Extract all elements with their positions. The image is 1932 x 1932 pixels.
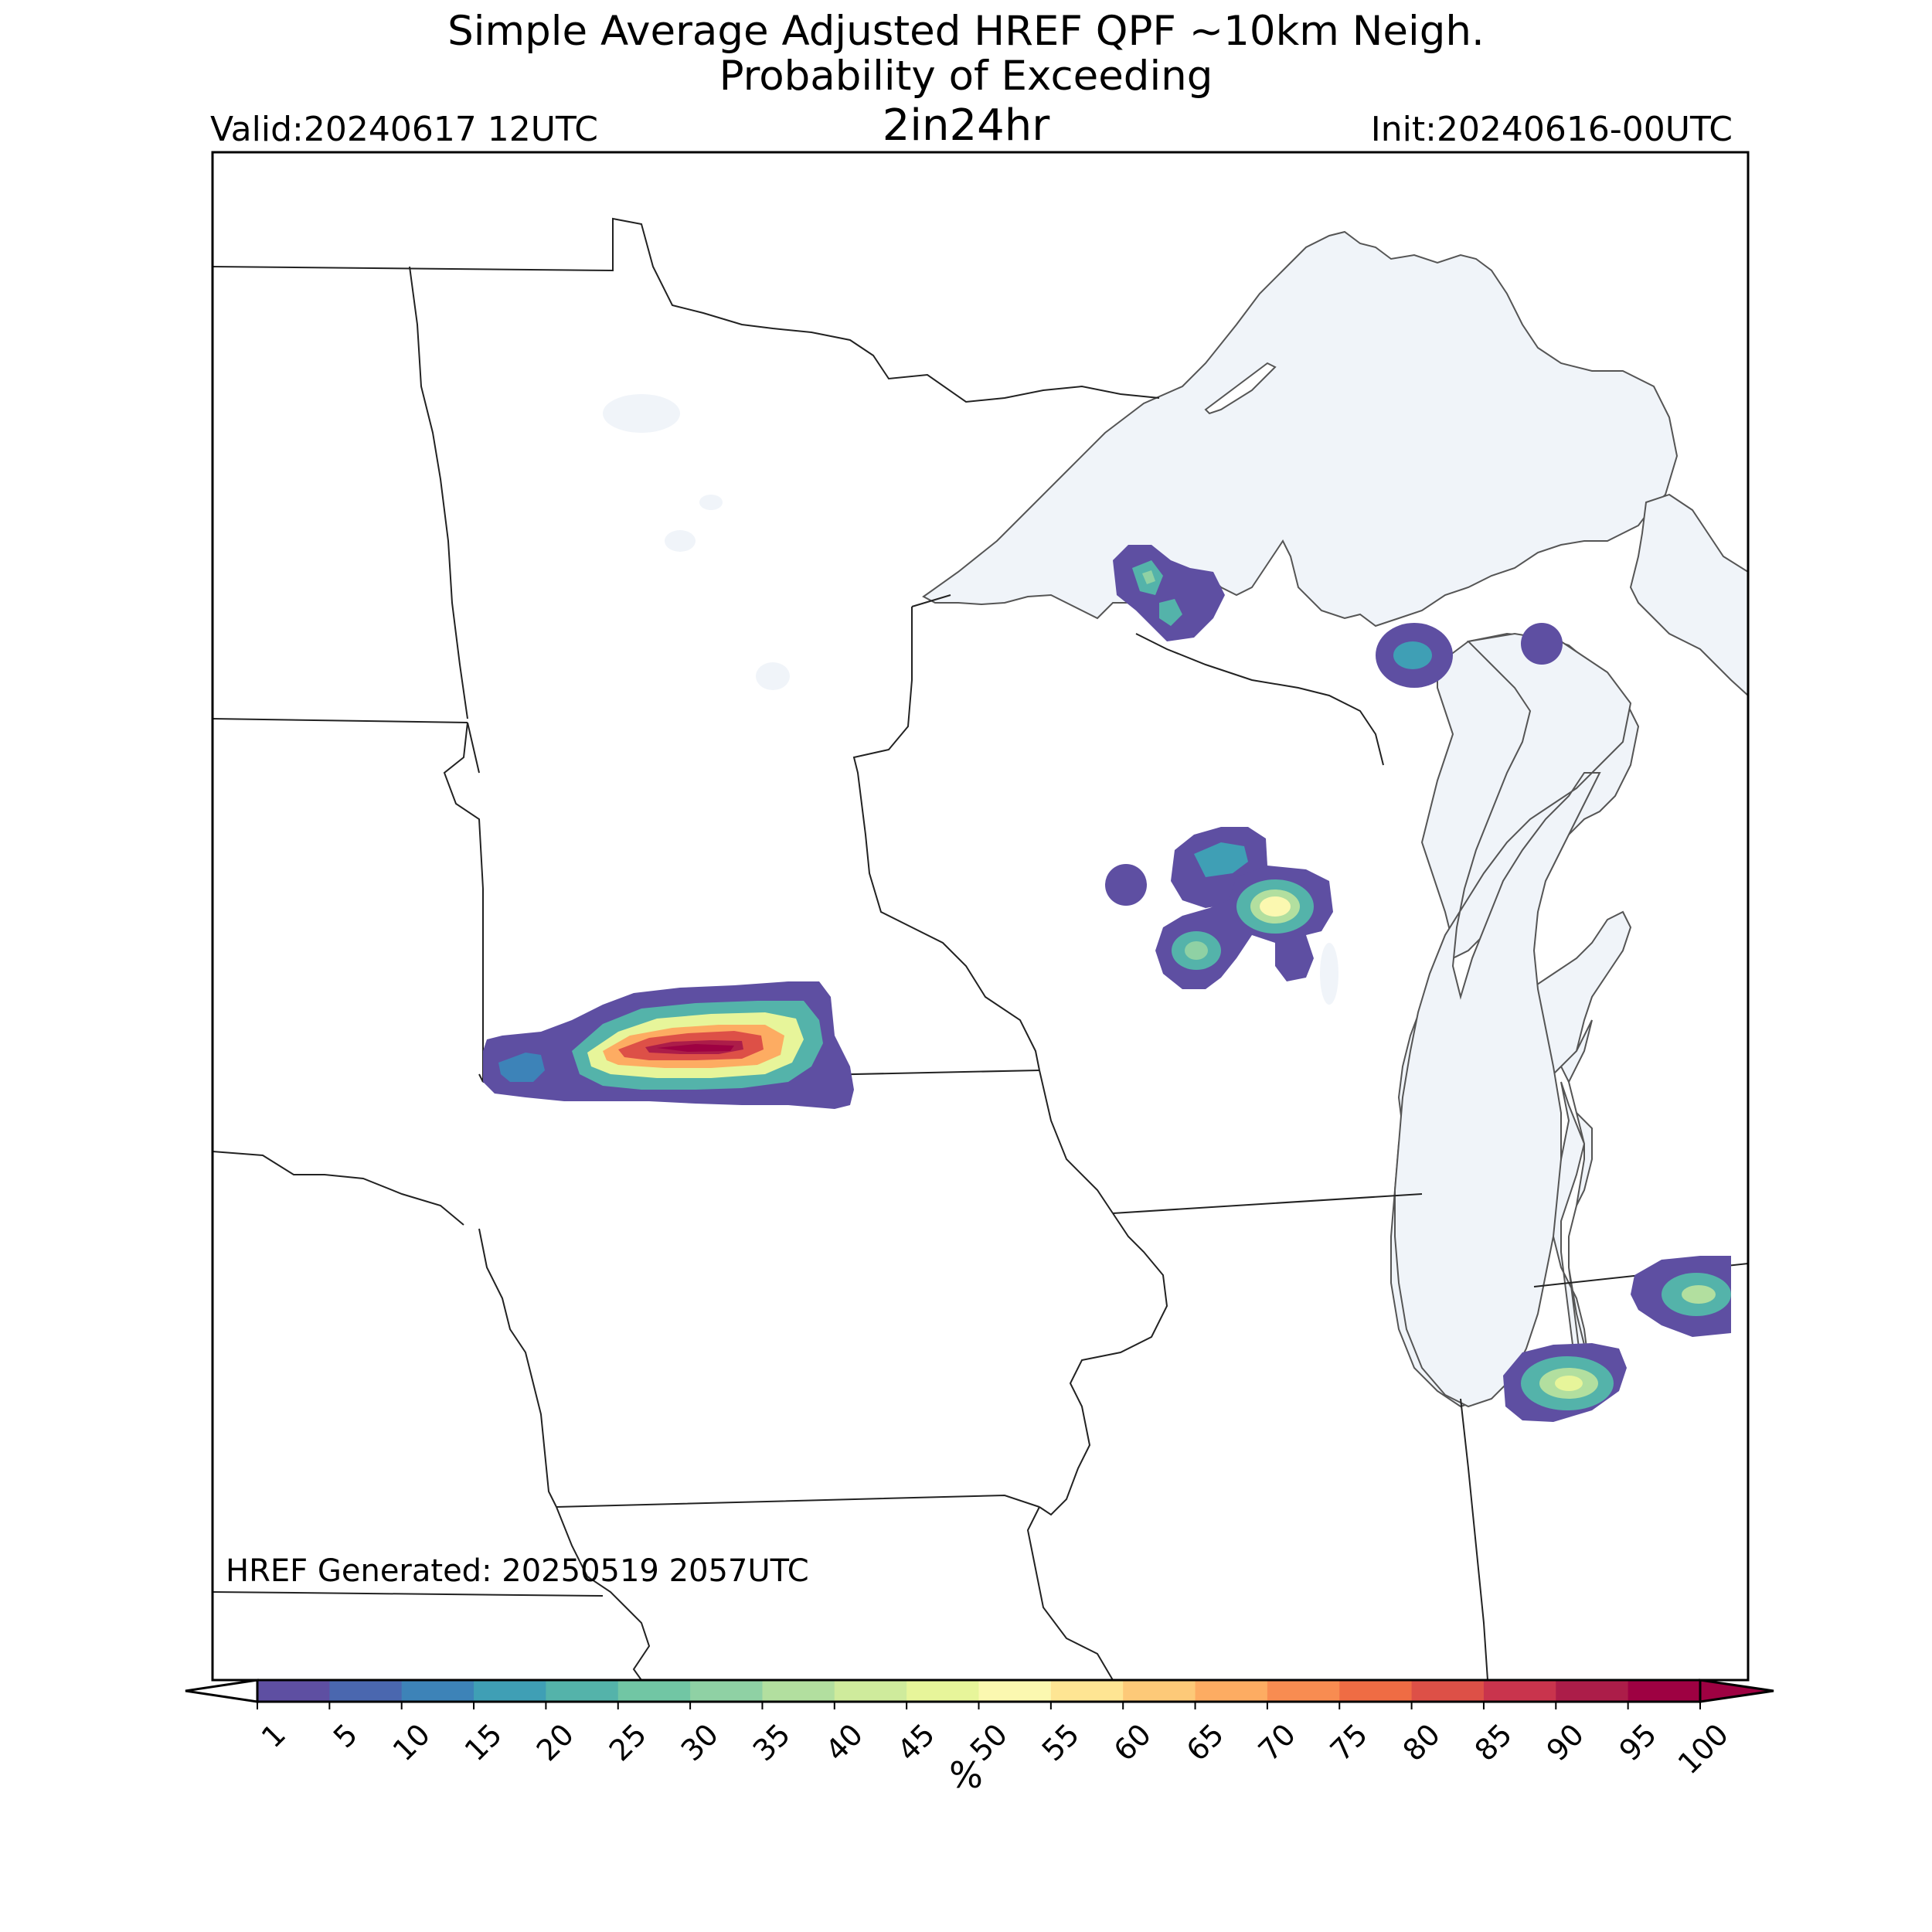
colorbar-segment xyxy=(1628,1680,1701,1702)
lake-red-lake xyxy=(603,394,680,433)
colorbar-segment xyxy=(1339,1680,1413,1702)
init-time: Init:20240616-00UTC xyxy=(1370,110,1733,149)
colorbar-segment xyxy=(906,1680,979,1702)
colorbar-segment xyxy=(834,1680,907,1702)
colorbar-segment xyxy=(1123,1680,1196,1702)
colorbar-segment xyxy=(474,1680,546,1702)
map-canvas xyxy=(213,152,1748,1680)
blob-upper-michigan xyxy=(1113,545,1225,641)
blob-southern-michigan xyxy=(1503,1256,1731,1422)
colorbar-segment xyxy=(329,1680,403,1702)
colorbar-segment xyxy=(1050,1680,1124,1702)
title-line-1: Simple Average Adjusted HREF QPF ~10km N… xyxy=(447,8,1485,55)
colorbar-label: % xyxy=(949,1754,983,1796)
generated-timestamp: HREF Generated: 20250519 2057UTC xyxy=(226,1553,809,1589)
colorbar-segment xyxy=(257,1680,330,1702)
title-line-2: Probability of Exceeding xyxy=(719,53,1213,100)
blob-northern-michigan xyxy=(1376,623,1563,688)
colorbar-segment xyxy=(978,1680,1052,1702)
colorbar-segment xyxy=(1556,1680,1629,1702)
state-borders xyxy=(213,266,1748,1680)
lake-small-1 xyxy=(665,530,696,552)
lake-michigan-body xyxy=(1394,632,1632,1408)
lake-small-2 xyxy=(699,495,723,510)
lake-mille-lacs xyxy=(756,662,790,690)
probability-field xyxy=(483,545,1731,1422)
colorbar-extend-min xyxy=(185,1679,259,1703)
lake-huron xyxy=(1629,493,1748,697)
threshold-title: 2in24hr xyxy=(882,100,1050,151)
colorbar-segment xyxy=(617,1680,691,1702)
colorbar-segment xyxy=(1411,1680,1485,1702)
valid-time: Valid:20240617 12UTC xyxy=(210,110,599,149)
canada-border xyxy=(213,217,1160,403)
colorbar-segment xyxy=(690,1680,763,1702)
lake-winnebago xyxy=(1320,943,1338,1005)
colorbar-segment xyxy=(401,1680,474,1702)
blob-wisconsin xyxy=(1105,827,1333,989)
colorbar-segment xyxy=(1267,1680,1340,1702)
blob-minnesota xyxy=(483,981,854,1109)
colorbar-segment xyxy=(546,1680,619,1702)
colorbar-segment xyxy=(1483,1680,1556,1702)
colorbar-segment xyxy=(1195,1680,1268,1702)
colorbar-segment xyxy=(762,1680,835,1702)
isle-royale xyxy=(1204,362,1277,415)
colorbar-extend-max xyxy=(1699,1679,1774,1703)
colorbar xyxy=(185,1679,1774,1709)
